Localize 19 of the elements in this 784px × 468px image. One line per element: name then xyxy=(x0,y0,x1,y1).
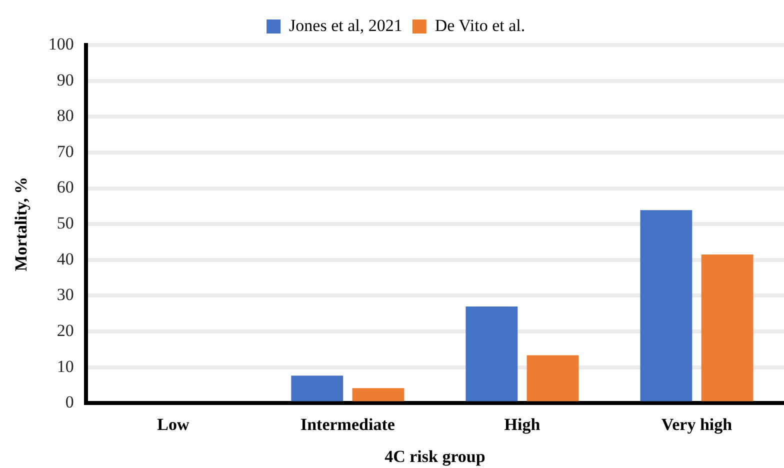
y-tick-label: 40 xyxy=(56,249,74,268)
legend-label: Jones et al, 2021 xyxy=(289,16,402,35)
y-tick-label: 20 xyxy=(56,321,74,340)
x-axis-title: 4C risk group xyxy=(384,447,486,466)
y-tick-label: 70 xyxy=(56,142,74,161)
y-tick-label: 50 xyxy=(56,214,74,233)
y-axis-title: Mortality, % xyxy=(12,176,31,272)
y-tick-label: 100 xyxy=(48,34,74,54)
x-tick-label: High xyxy=(504,414,541,434)
y-tick-label: 30 xyxy=(56,285,74,304)
legend-label: De Vito et al. xyxy=(434,16,526,35)
x-tick-label: Very high xyxy=(661,414,733,434)
y-tick-label: 60 xyxy=(56,178,74,197)
y-tick-label: 90 xyxy=(56,70,74,90)
y-tick-label: 0 xyxy=(65,392,74,412)
x-tick-label: Low xyxy=(157,414,190,434)
y-tick-label: 10 xyxy=(56,356,74,376)
y-tick-label: 80 xyxy=(56,106,74,126)
x-tick-label: Intermediate xyxy=(300,414,396,434)
